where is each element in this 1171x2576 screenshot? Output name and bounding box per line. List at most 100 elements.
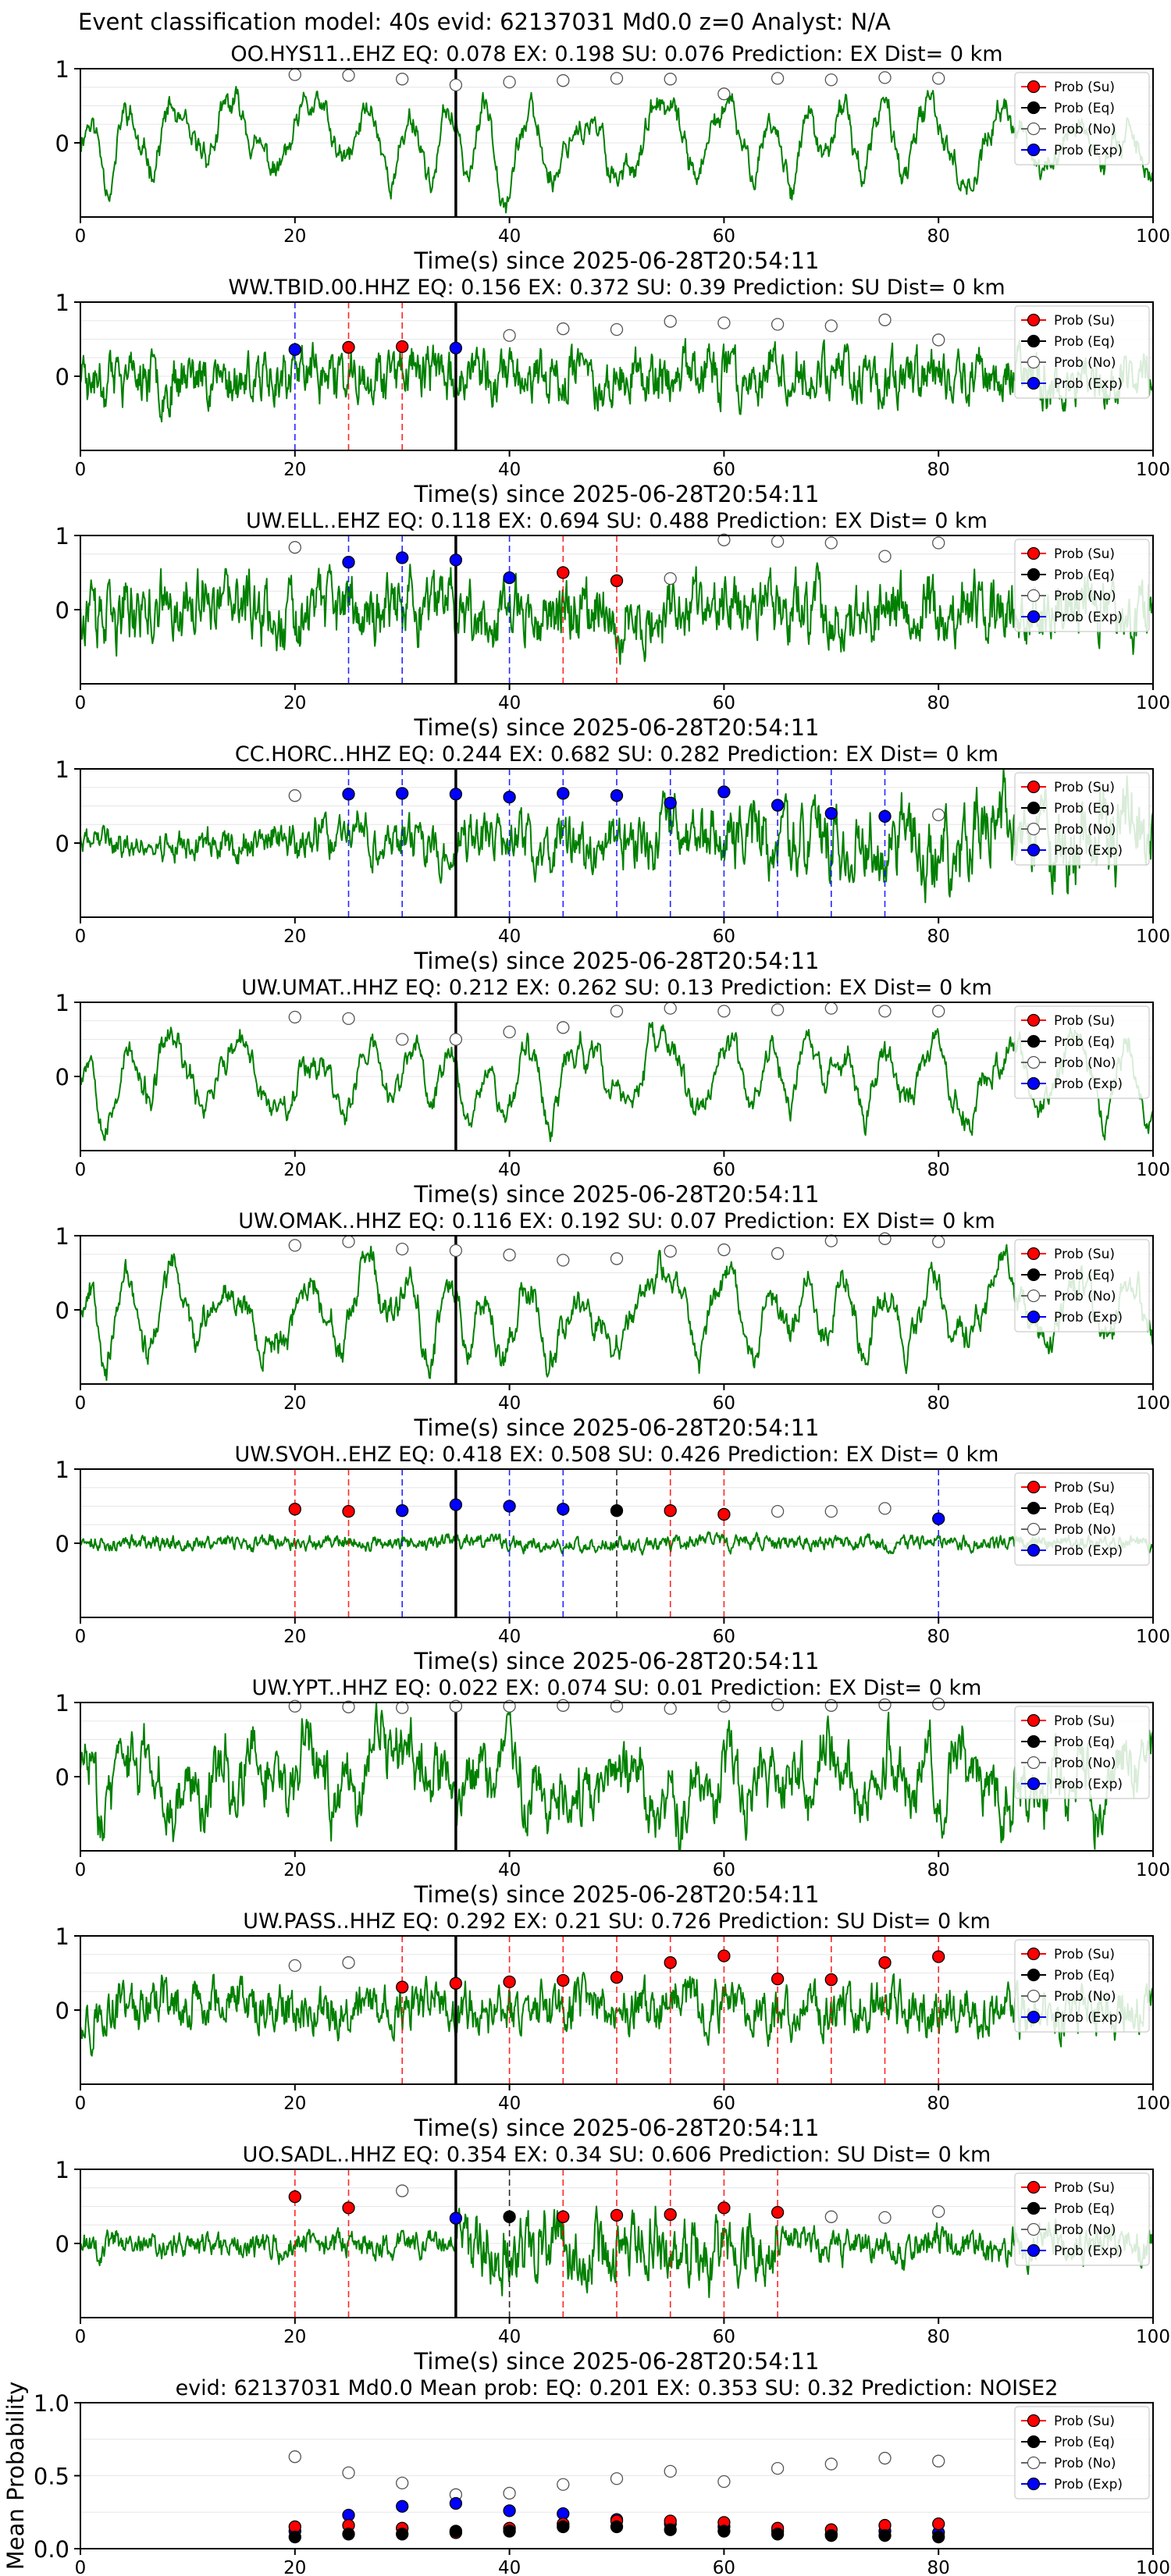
prob-point-no [824, 536, 838, 550]
x-tick-label: 80 [927, 226, 950, 247]
x-tick-label: 0 [75, 460, 87, 480]
prob-point-no [557, 1021, 570, 1034]
legend-label: Prob (Su) [1054, 546, 1115, 562]
prob-point-no [878, 71, 892, 84]
legend-label: Prob (No) [1054, 2222, 1116, 2238]
legend-label: Prob (Su) [1054, 1480, 1115, 1496]
panel-title: UW.PASS..HHZ EQ: 0.292 EX: 0.21 SU: 0.72… [243, 1909, 991, 1934]
prob-point-no [342, 69, 355, 82]
legend-label: Prob (Exp) [1054, 1310, 1123, 1325]
legend: Prob (Su) Prob (Eq) Prob (No) Prob (Exp) [1014, 2172, 1150, 2266]
x-axis-label: Time(s) since 2025-06-28T20:54:11 [414, 948, 820, 974]
x-tick-label: 60 [713, 1393, 735, 1414]
mean-prob-point [824, 2457, 838, 2471]
prob-point-su [503, 1975, 516, 1989]
chart-panel: OO.HYS11..EHZ EQ: 0.078 EX: 0.198 SU: 0.… [55, 42, 1170, 274]
chart-panel: WW.TBID.00.HHZ EQ: 0.156 EX: 0.372 SU: 0… [55, 276, 1170, 507]
legend-swatch-marker [1027, 376, 1041, 390]
legend-label: Prob (Exp) [1054, 610, 1123, 625]
legend-swatch-marker [1027, 1013, 1041, 1027]
prob-point-no [288, 541, 301, 554]
legend-label: Prob (Eq) [1054, 334, 1115, 350]
mean-prob-point [932, 2530, 945, 2544]
legend-swatch-marker [1027, 2477, 1041, 2491]
legend-label: Prob (Eq) [1054, 1034, 1115, 1050]
x-tick-label: 100 [1136, 927, 1170, 947]
prob-point-no [342, 1235, 355, 1248]
prob-point-exp [288, 343, 301, 356]
prob-point-no [449, 78, 463, 92]
legend-swatch-marker [1027, 1735, 1041, 1749]
legend-label: Prob (Exp) [1054, 2477, 1123, 2492]
x-tick-label: 80 [927, 2558, 950, 2576]
legend-swatch-marker [1027, 1968, 1041, 1982]
mean-prob-point [771, 2461, 785, 2475]
y-tick-label: 0 [55, 1064, 69, 1091]
x-tick-label: 60 [713, 927, 735, 947]
prob-point-su [717, 1949, 731, 1962]
y-tick-label: 0 [55, 130, 69, 157]
legend-swatch-marker [1027, 101, 1041, 115]
legend-label: Prob (Exp) [1054, 2010, 1123, 2026]
x-tick-label: 80 [927, 693, 950, 713]
legend: Prob (Su) Prob (Eq) Prob (No) Prob (Exp) [1014, 772, 1150, 866]
prob-point-exp [717, 785, 731, 799]
legend-label: Prob (No) [1054, 1055, 1116, 1071]
prob-point-exp [449, 2211, 463, 2225]
y-tick-label: 1 [55, 756, 69, 783]
waveform-line [80, 1022, 1153, 1143]
x-tick-label: 0 [75, 2558, 87, 2576]
x-tick-label: 20 [283, 1160, 306, 1180]
x-tick-label: 0 [75, 693, 87, 713]
mean-prob-point [664, 2464, 677, 2478]
prob-point-no [771, 1698, 785, 1712]
prob-point-exp [396, 787, 409, 800]
legend-swatch-marker [1027, 2456, 1041, 2470]
y-tick-label: 1 [55, 2157, 69, 2183]
mean-prob-point [503, 2524, 516, 2538]
prob-point-no [824, 319, 838, 333]
prob-point-no [557, 1254, 570, 1267]
prob-point-no [557, 74, 570, 87]
x-tick-label: 40 [498, 2327, 521, 2347]
x-tick-label: 60 [713, 1860, 735, 1880]
mean-prob-point [396, 2476, 409, 2490]
legend-label: Prob (Eq) [1054, 2201, 1115, 2217]
legend-label: Prob (Eq) [1054, 568, 1115, 583]
x-tick-label: 40 [498, 226, 521, 247]
prob-point-no [503, 329, 516, 342]
prob-point-no [717, 1243, 731, 1257]
y-tick-label: 0 [55, 364, 69, 390]
x-tick-label: 100 [1136, 2327, 1170, 2347]
x-tick-label: 60 [713, 1627, 735, 1647]
x-tick-label: 0 [75, 1860, 87, 1880]
prob-point-no [932, 536, 945, 550]
prob-point-exp [342, 788, 355, 801]
prob-point-no [824, 2210, 838, 2223]
prob-point-no [396, 1242, 409, 1256]
y-tick-label: 0.5 [34, 2464, 69, 2490]
mean-prob-point [932, 2454, 945, 2467]
legend-swatch-marker [1027, 1501, 1041, 1515]
y-tick-label: 1 [55, 1223, 69, 1250]
prob-point-no [610, 1005, 624, 1018]
prob-point-exp [503, 571, 516, 585]
x-tick-label: 60 [713, 2327, 735, 2347]
legend-label: Prob (No) [1054, 589, 1116, 604]
x-tick-label: 100 [1136, 693, 1170, 713]
prob-point-no [878, 1502, 892, 1515]
legend-swatch-marker [1027, 780, 1041, 794]
prob-point-no [878, 1232, 892, 1245]
mean-prob-point [503, 2486, 516, 2500]
x-tick-label: 0 [75, 2327, 87, 2347]
prob-point-exp [449, 341, 463, 355]
legend-swatch-marker [1027, 2414, 1041, 2428]
prob-point-exp [932, 1512, 945, 1525]
x-axis-label: Time(s) since 2025-06-28T20:54:11 [414, 2115, 820, 2141]
mean-prob-point [449, 2524, 463, 2538]
prob-point-no [288, 68, 301, 81]
legend-label: Prob (No) [1054, 1756, 1116, 1771]
legend-swatch-marker [1027, 1268, 1041, 1282]
prob-point-su [878, 1956, 892, 1969]
prob-point-exp [824, 806, 838, 820]
